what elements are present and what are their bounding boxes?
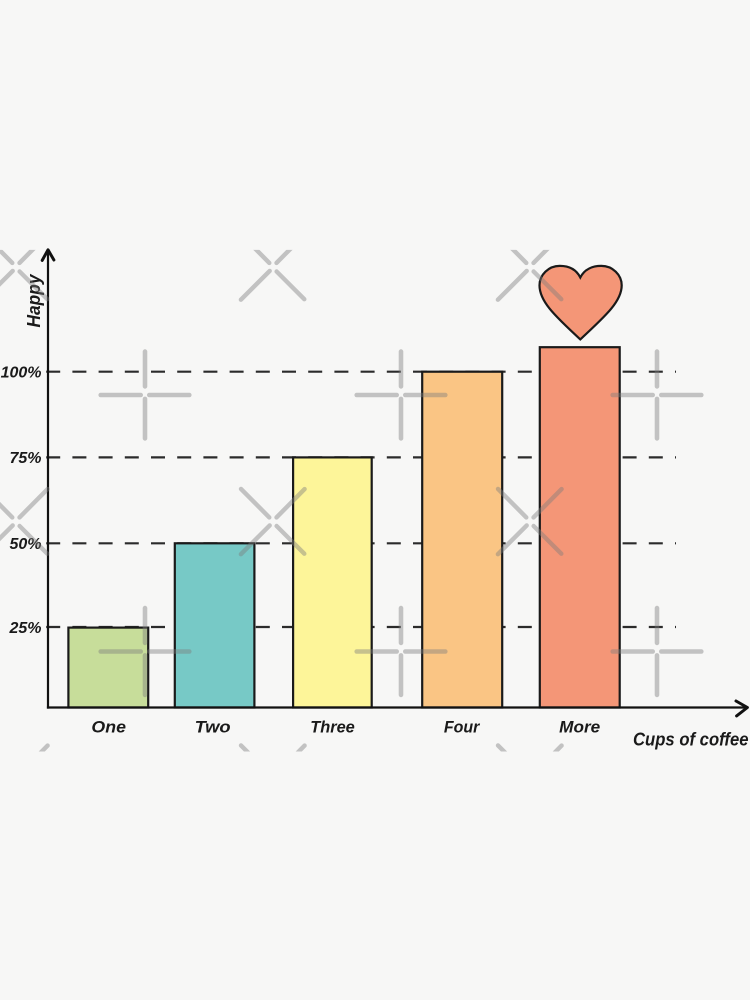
- svg-text:100%: 100%: [1, 365, 42, 382]
- svg-text:50%: 50%: [9, 536, 41, 553]
- svg-text:One: One: [91, 717, 126, 736]
- svg-text:75%: 75%: [9, 450, 41, 467]
- svg-text:Four: Four: [444, 717, 481, 736]
- svg-text:Two: Two: [195, 717, 231, 736]
- svg-text:Happy: Happy: [24, 274, 44, 328]
- svg-text:Cups of coffee: Cups of coffee: [633, 728, 749, 749]
- svg-text:25%: 25%: [8, 620, 41, 637]
- svg-text:More: More: [559, 717, 600, 736]
- svg-text:Three: Three: [310, 717, 355, 736]
